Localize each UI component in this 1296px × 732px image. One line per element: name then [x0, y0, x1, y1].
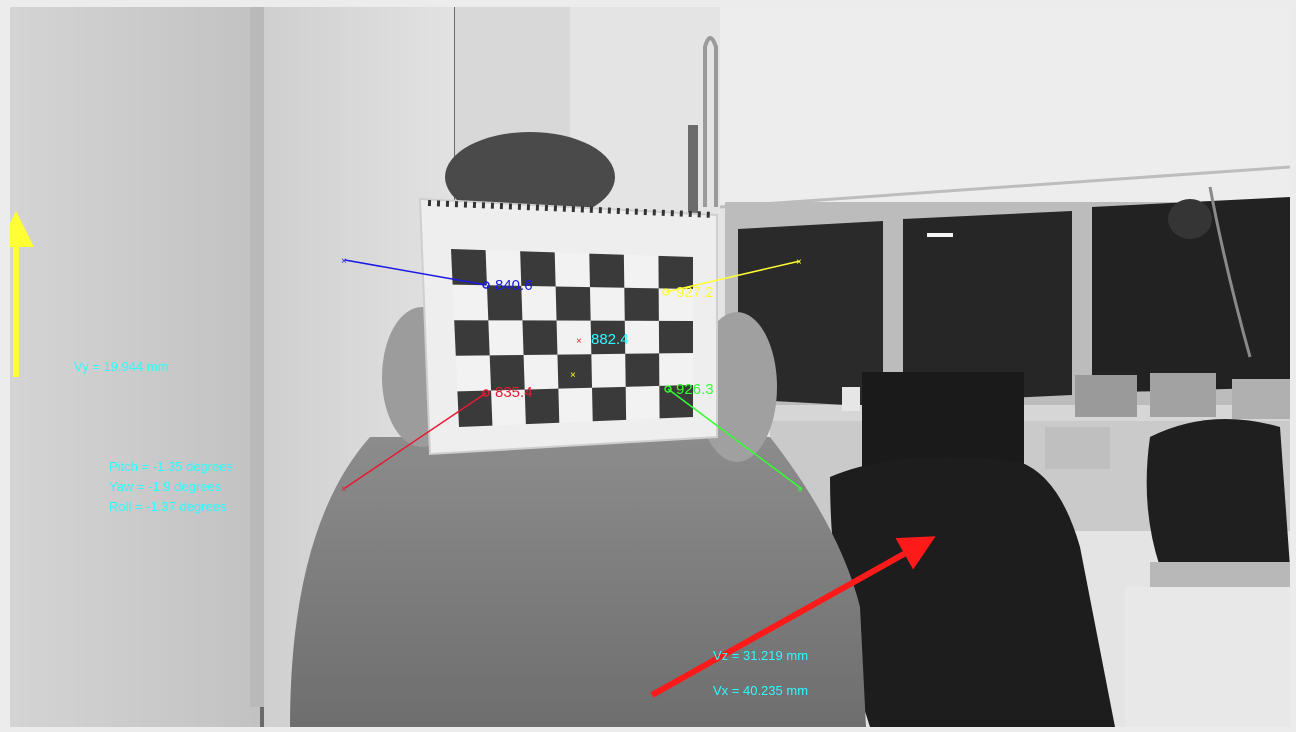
checker-square: [624, 287, 659, 321]
bottom-left-marker: [482, 389, 490, 397]
picture: [1045, 427, 1110, 469]
pitch-label: Pitch = -1.35 degrees: [109, 459, 233, 474]
top-left-marker: [482, 281, 490, 289]
checker-square: [659, 385, 693, 419]
yaw-label: Yaw = -1.9 degrees: [109, 479, 222, 494]
checker-square: [625, 353, 660, 387]
top-right-x-marker: ×: [796, 257, 802, 268]
corner-distance-bottom-left: 835.4: [495, 384, 533, 401]
checker-square: [590, 320, 626, 355]
checker-square: [658, 320, 693, 354]
camera-image: [10, 7, 1290, 727]
cabinet-edge: [719, 165, 1290, 209]
drawer: [1125, 587, 1290, 727]
pipe: [688, 125, 698, 215]
checker-square: [489, 355, 525, 391]
notebook-spiral: [427, 200, 716, 218]
office-chair: [830, 457, 1115, 727]
door-frame: [250, 7, 264, 707]
photo-2: [1150, 373, 1216, 417]
lamp-arm: [1208, 186, 1252, 358]
checker-square: [658, 255, 693, 289]
corner-distance-center: 882.4: [591, 331, 629, 348]
vx-arrow: [650, 536, 936, 698]
pose-overlay: × × × × × ×: [10, 211, 936, 698]
checker-square: [555, 286, 591, 321]
top-right-ray: [665, 260, 801, 293]
photo-3: [1232, 379, 1290, 419]
checker-square: [589, 253, 625, 288]
vy-label: Vy = 19.944 mm: [74, 359, 169, 374]
vx-label: Vx = 40.235 mm: [713, 683, 809, 698]
checker-square: [522, 320, 558, 355]
pipe-loop: [703, 36, 718, 207]
cup: [842, 387, 860, 411]
top-left-ray: [344, 259, 487, 286]
photo-1: [1075, 375, 1137, 417]
top-left-x-marker: ×: [341, 256, 347, 267]
origin-marker: ×: [570, 370, 576, 381]
bottom-right-x-marker: ×: [797, 485, 803, 496]
window-3: [1092, 197, 1290, 393]
coat: [1146, 419, 1290, 567]
window-light: [927, 233, 953, 237]
window-2: [903, 211, 1072, 403]
checker-square: [451, 249, 487, 286]
checker-square: [457, 390, 493, 427]
camera-feed: × × × × × × Vy = 19.944 mm Pitch = -1.35…: [10, 7, 1290, 727]
corner-distance-bottom-right: 926.3: [676, 381, 714, 398]
bottom-right-marker: [664, 385, 672, 393]
lamp-head: [1168, 199, 1212, 239]
bottom-left-ray: [344, 392, 487, 489]
corner-distance-top-left: 840.6: [495, 277, 533, 294]
bottom-right-ray: [667, 388, 803, 490]
checker-square: [454, 320, 490, 356]
bottom-left-x-marker: ×: [341, 484, 347, 495]
vz-label: Vz = 31.219 mm: [713, 648, 809, 663]
checker-square: [592, 386, 627, 422]
checker-square: [524, 388, 560, 425]
center-marker: ×: [576, 336, 582, 347]
corner-distance-top-right: 927.2: [676, 284, 714, 301]
person-hair: [445, 132, 615, 222]
roll-label: Roll = -1.37 degrees: [109, 499, 227, 514]
left-wall: [10, 7, 260, 727]
checker-square: [557, 354, 593, 389]
checker-square: [486, 285, 523, 321]
checker-square: [520, 251, 556, 287]
top-right-marker: [662, 288, 670, 296]
checkerboard: [451, 249, 693, 427]
